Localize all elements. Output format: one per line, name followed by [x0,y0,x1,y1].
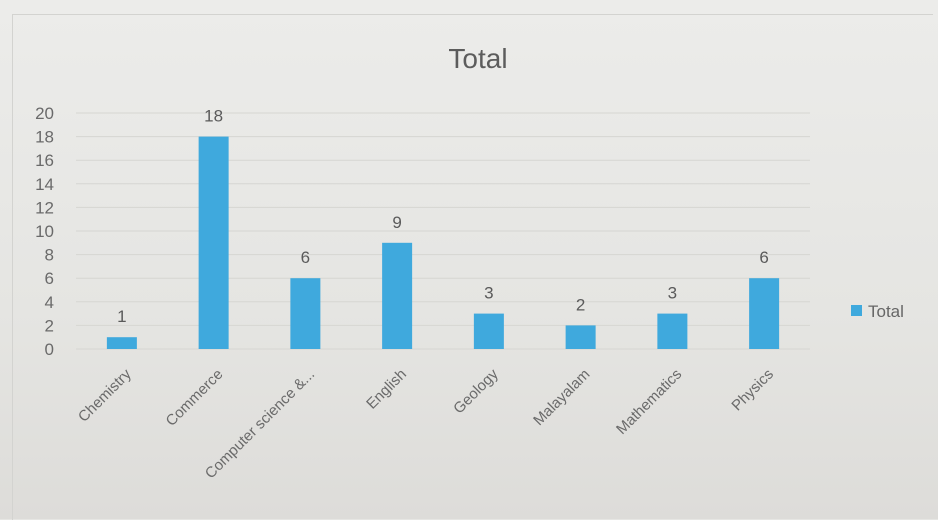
bars [106,136,780,349]
data-label: 3 [668,284,677,303]
data-label: 6 [759,248,768,267]
bar [749,278,780,349]
y-tick-label: 12 [35,198,54,217]
y-axis-ticks: 0 2 4 6 8 10 12 14 16 18 20 [35,104,54,359]
legend-label: Total [868,302,904,321]
category-label: Mathematics [613,366,685,438]
category-label: Geology [450,365,502,417]
y-tick-label: 18 [35,128,54,147]
data-label: 9 [392,213,401,232]
category-label: Commerce [163,366,227,430]
y-tick-label: 16 [35,151,54,170]
y-tick-label: 6 [45,269,54,288]
legend-swatch [851,305,862,316]
category-label: Physics [728,366,777,415]
category-label: English [363,366,410,413]
data-label: 18 [204,107,223,126]
gridlines [76,112,810,350]
data-label: 1 [117,307,126,326]
y-tick-label: 10 [35,222,54,241]
bar [382,242,413,349]
data-labels: 1 18 6 9 3 2 3 6 [117,107,769,327]
category-label: Malayalam [530,366,593,429]
y-tick-label: 0 [45,340,54,359]
bar [657,313,688,349]
bar [565,325,596,349]
y-tick-label: 20 [35,104,54,123]
data-label: 3 [484,284,493,303]
bar [290,278,321,349]
category-label: Chemistry [75,365,135,425]
legend: Total [851,302,904,321]
data-label: 6 [301,248,310,267]
chart-frame [12,14,933,520]
bar [473,313,504,349]
chart-title: Total [448,43,507,74]
bar [106,337,137,349]
y-tick-label: 8 [45,246,54,265]
y-tick-label: 2 [45,316,54,335]
y-tick-label: 14 [35,175,54,194]
bar [198,136,229,349]
data-label: 2 [576,295,585,314]
y-tick-label: 4 [45,293,54,312]
